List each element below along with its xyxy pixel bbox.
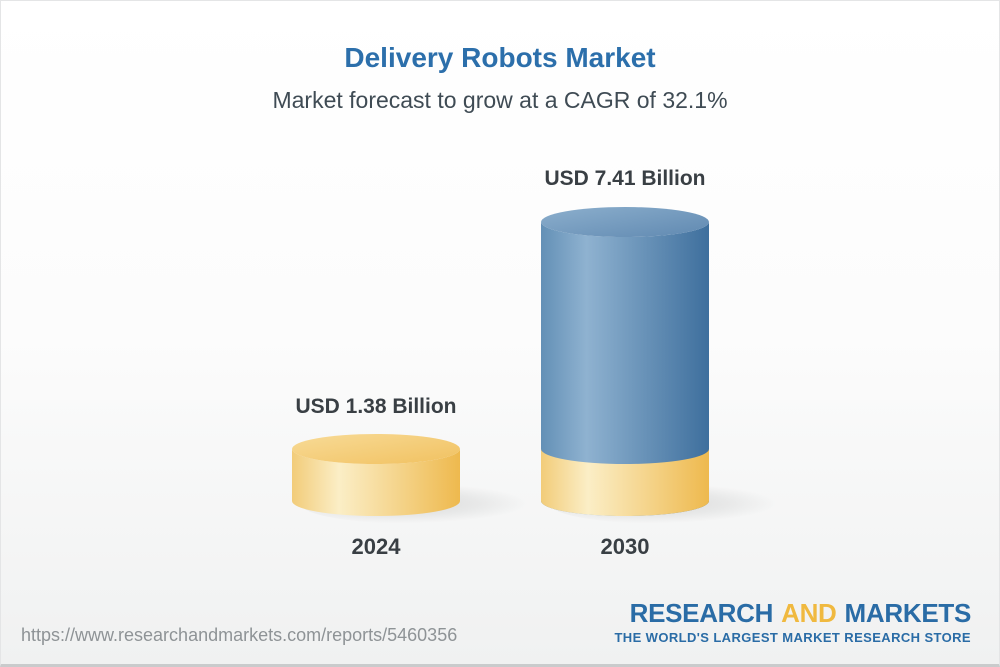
brand-logo-line1: RESEARCH AND MARKETS	[614, 598, 972, 628]
chart-title: Delivery Robots Market	[344, 42, 656, 73]
brand-logo: RESEARCH AND MARKETS THE WORLD'S LARGEST M…	[614, 600, 971, 644]
source-url: https://www.researchandmarkets.com/repor…	[21, 625, 458, 645]
brand-word-and: AND	[781, 598, 837, 628]
chart-subtitle: Market forecast to grow at a CAGR of 32.…	[272, 87, 728, 113]
brand-word-research: RESEARCH	[629, 598, 774, 628]
cylinder-shadow-2030	[550, 484, 782, 524]
value-label-2024: USD 1.38 Billion	[295, 395, 457, 418]
value-label-2030: USD 7.41 Billion	[544, 167, 706, 190]
x-axis-label-2030: 2030	[600, 534, 650, 559]
x-axis-label-2024: 2024	[351, 534, 401, 559]
brand-word-markets: MARKETS	[844, 598, 972, 628]
brand-logo-tagline: THE WORLD'S LARGEST MARKET RESEARCH STOR…	[614, 630, 971, 645]
cylinder-shadow-2024	[301, 484, 533, 524]
